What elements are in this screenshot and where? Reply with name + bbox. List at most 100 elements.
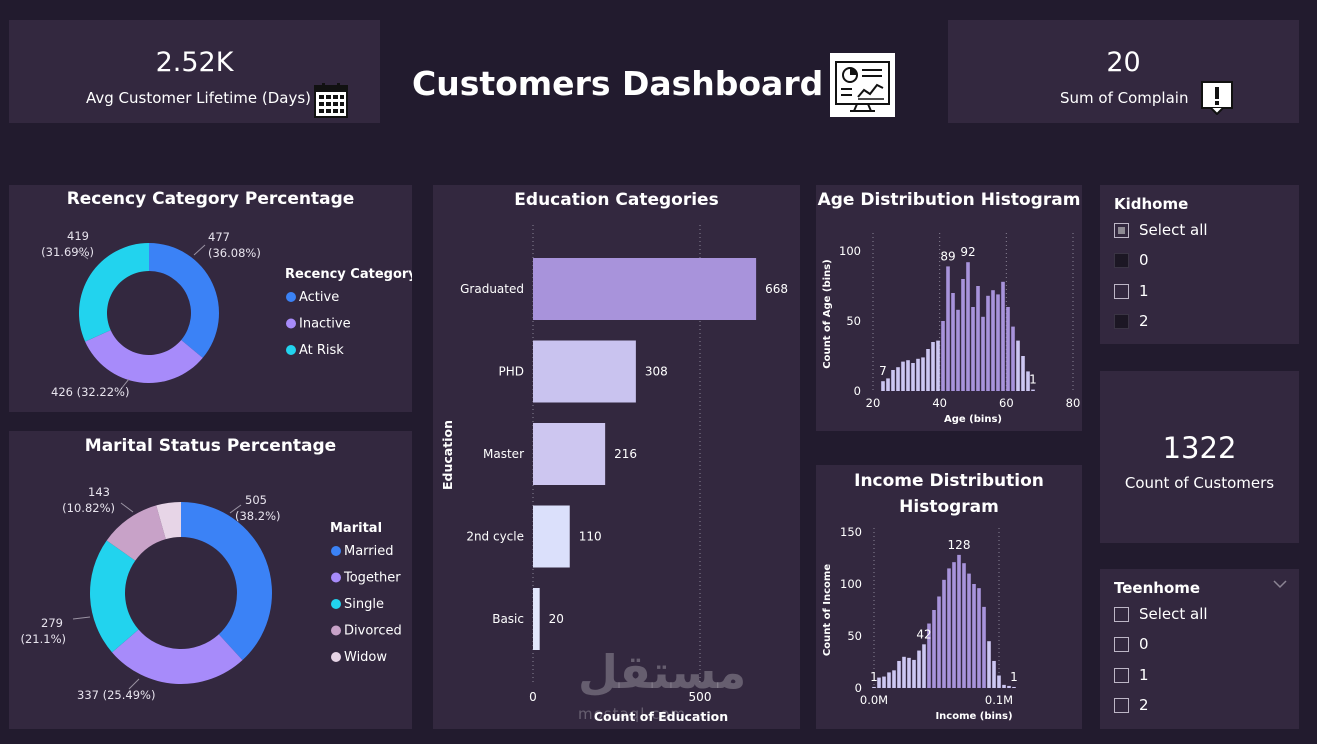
leader-line <box>229 504 242 514</box>
y-tick-label: 100 <box>839 244 861 258</box>
x-tick-label: 80 <box>1066 396 1081 410</box>
histogram-bar <box>957 554 961 688</box>
legend-item-at-risk: At Risk <box>299 343 344 358</box>
option-label: Select all <box>1139 605 1208 623</box>
leader-line <box>77 250 89 260</box>
histogram-bar <box>1021 356 1025 391</box>
data-label: 337 (25.49%) <box>77 688 155 702</box>
bar-phd <box>533 340 636 403</box>
histogram-bar <box>901 361 905 391</box>
kidhome-option-1[interactable]: 1 <box>1114 281 1149 301</box>
checkbox-icon[interactable] <box>1114 636 1129 652</box>
data-label: 7 <box>879 364 887 378</box>
kidhome-option-select-all[interactable]: Select all <box>1114 220 1208 240</box>
histogram-bar <box>926 349 930 391</box>
x-axis-label: Count of Education <box>594 709 728 724</box>
x-tick-label: 0.0M <box>860 693 888 707</box>
y-axis-label: Education <box>440 420 455 490</box>
legend-marker <box>331 546 341 556</box>
age-chart-title: Age Distribution Histogram <box>817 190 1081 210</box>
option-label: 0 <box>1139 251 1149 269</box>
legend-marker <box>331 652 341 662</box>
histogram-bar <box>1001 281 1005 391</box>
data-label-pct: (36.08%) <box>208 246 261 260</box>
data-label-value: 419 <box>67 229 89 243</box>
histogram-bar <box>932 610 936 688</box>
teenhome-option-0[interactable]: 0 <box>1114 634 1149 654</box>
teenhome-option-1[interactable]: 1 <box>1114 665 1149 685</box>
histogram-bar <box>902 656 906 688</box>
x-axis-label: Age (bins) <box>944 414 1002 425</box>
donut-slice-active <box>149 243 219 358</box>
bar-value-label: 20 <box>549 612 564 626</box>
kidhome-option-2[interactable]: 2 <box>1114 311 1149 331</box>
bar-master <box>533 423 606 485</box>
legend-marker <box>286 318 296 329</box>
page-title: Customers Dashboard <box>412 64 824 103</box>
histogram-bar <box>882 676 886 688</box>
checkbox-icon[interactable] <box>1114 252 1129 268</box>
recency-chart-title: Recency Category Percentage <box>66 189 355 209</box>
histogram-bar <box>1002 684 1006 688</box>
histogram-bar <box>896 367 900 391</box>
histogram-bar <box>891 370 895 391</box>
legend-marker <box>331 625 341 636</box>
income-chart-title: Income Distribution Histogram <box>854 471 1044 517</box>
watermark-url: mostaql.com <box>578 705 687 723</box>
checkbox-icon[interactable] <box>1114 313 1129 329</box>
x-axis-label: Income (bins) <box>935 711 1012 722</box>
checkbox-icon[interactable] <box>1114 283 1129 299</box>
donut-slice-single <box>89 540 139 653</box>
teenhome-option-select-all[interactable]: Select all <box>1114 604 1208 624</box>
histogram-bar <box>912 659 916 688</box>
checkbox-icon[interactable] <box>1114 222 1129 238</box>
teenhome-slicer: Teenhome Select all 0 1 2 <box>1100 569 1299 729</box>
histogram-bar <box>921 357 925 391</box>
kpi-complain-value: 20 <box>1106 47 1141 78</box>
kpi-lifetime-label: Avg Customer Lifetime (Days) <box>86 89 312 107</box>
histogram-bar <box>917 650 921 688</box>
x-tick-label: 20 <box>866 396 881 410</box>
leader-line <box>120 502 134 513</box>
checkbox-icon[interactable] <box>1114 667 1129 683</box>
histogram-bar <box>1006 307 1010 391</box>
y-tick-label: 0 <box>854 384 861 398</box>
teenhome-option-2[interactable]: 2 <box>1114 695 1149 715</box>
y-axis-label: Count of Age (bins) <box>822 259 833 368</box>
calendar-icon <box>314 83 348 118</box>
dashboard-icon <box>830 53 895 117</box>
histogram-bar <box>996 294 1000 391</box>
histogram-bar <box>897 660 901 688</box>
histogram-bar <box>1007 685 1011 688</box>
chevron-down-icon[interactable] <box>1273 579 1287 589</box>
checkbox-icon[interactable] <box>1114 697 1129 713</box>
histogram-bar <box>916 358 920 391</box>
histogram-bar <box>937 596 941 688</box>
data-label: 128 <box>948 538 971 552</box>
legend-item-widow: Widow <box>344 650 387 665</box>
education-chart-title: Education Categories <box>514 190 719 210</box>
histogram-bar <box>977 588 981 688</box>
checkbox-icon[interactable] <box>1114 606 1129 622</box>
teenhome-slicer-title: Teenhome <box>1114 579 1201 597</box>
histogram-bar <box>961 279 965 391</box>
x-tick-label: 40 <box>932 396 947 410</box>
x-tick-label: 0 <box>529 690 537 704</box>
age-chart-card: Age Distribution Histogram 0 50 100 20 40 60 8… <box>816 185 1082 431</box>
kidhome-option-0[interactable]: 0 <box>1114 250 1149 270</box>
alert-icon <box>1201 81 1233 115</box>
option-label: Select all <box>1139 221 1208 239</box>
y-tick-label: 100 <box>840 577 862 591</box>
education-bar-chart: 0 500 Count of Education Education Graduated… <box>440 225 788 724</box>
histogram-bar <box>987 641 991 688</box>
leader-line <box>193 244 206 256</box>
legend-item-inactive: Inactive <box>299 317 351 332</box>
option-label: 2 <box>1139 312 1149 330</box>
histogram-bar <box>951 293 955 391</box>
bar-value-label: 668 <box>765 282 788 296</box>
histogram-bar <box>986 295 990 391</box>
donut-slice-inactive <box>85 330 203 383</box>
x-tick-label: 0.1M <box>985 693 1013 707</box>
histogram-bar <box>962 563 966 688</box>
data-label-pct: (10.82%) <box>62 501 115 515</box>
